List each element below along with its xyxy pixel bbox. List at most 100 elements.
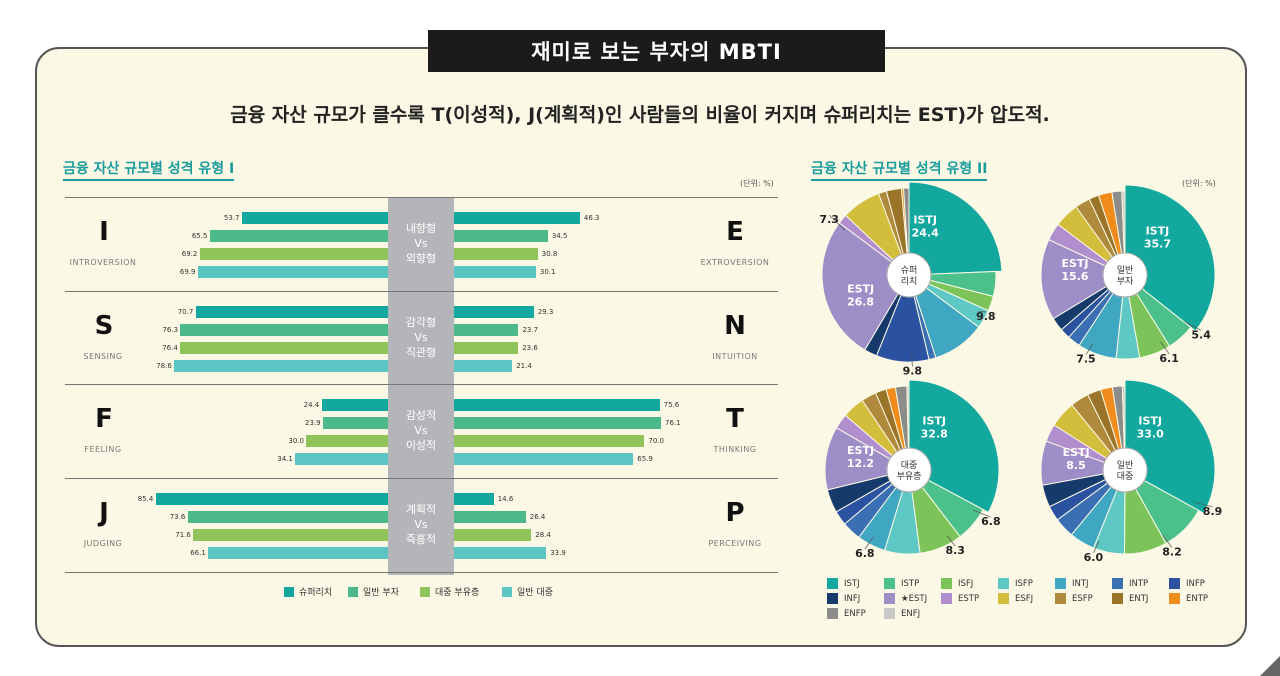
bar-left [195,305,388,318]
bar-value-right: 28.4 [535,531,551,540]
pie-center-label: 부자 [1117,276,1134,287]
right-word: PERCEIVING [708,539,762,549]
right-letter: E [726,217,744,247]
pie-leader-line [1085,343,1094,355]
vs-column [388,197,454,575]
pie-leader-line [1193,501,1213,508]
vs-label-line: 즉흥적 [405,533,437,547]
pie-inner-label: 33.0 [1137,427,1164,440]
bar-value-left: 69.9 [179,268,196,276]
bar-value-right: 29.3 [537,307,554,316]
bar-left [241,212,388,224]
pie-inner-label: 32.8 [921,427,948,440]
pie-inner-label: ISTJ [1138,414,1162,427]
bar-value-right: 30.1 [539,268,556,276]
bar-right [454,212,580,224]
pie-legend-swatch [827,593,838,604]
legend-swatch [348,586,358,597]
pie-legend-item: INFP [1169,578,1205,589]
bar-right [454,248,538,260]
legend-label: 일반 부자 [363,588,399,598]
pie-leader-line [828,214,846,231]
pie-leader-line [1184,321,1202,331]
bar-value-left: 78.6 [156,361,172,370]
pie-legend-swatch [1169,593,1180,604]
pie-legend-label: ESTP [958,593,980,604]
pie-center-label: 일반 [1117,265,1134,276]
legend-swatch [420,586,430,597]
legend-label: 슈퍼리치 [299,588,333,598]
left-word: JUDGING [83,539,123,549]
legend-item: 일반 대중 [502,585,553,598]
bar-value-left: 69.2 [181,250,198,258]
bar-right [454,511,526,524]
pie-center-label: 리치 [901,275,918,287]
right-letter: P [725,498,745,529]
pie-legend-item: ISFP [998,578,1033,589]
vs-label-line: Vs [414,424,428,438]
pie-center [886,447,932,493]
vs-label-line: Vs [414,518,428,532]
vs-label: 계획적 Vs 즉흥적 [388,502,454,547]
right-word: THINKING [713,445,757,455]
pie-inner-label: 35.7 [1144,237,1171,250]
pie-legend-item: ENTJ [1112,593,1148,604]
pie-inner-label: 12.2 [847,457,874,470]
left-letter: S [94,310,114,341]
bar-value-left: 76.3 [162,325,179,334]
pie-inner-label: 15.6 [1061,270,1088,283]
chart1-unit: (단위: %) [740,179,774,188]
bar-value-left: 66.1 [190,549,206,558]
bar-left [174,359,388,372]
bar-right [454,305,534,318]
bar-value-left: 23.9 [304,419,321,428]
pie-center-label: 슈퍼 [901,265,918,276]
bar-value-right: 14.6 [497,495,514,504]
bar-left [321,399,388,412]
right-letter: T [726,404,744,435]
bar-left [306,435,388,448]
pie-legend-label: ESFJ [1015,593,1034,604]
pie-legend-item: ★ESTJ [884,593,927,604]
pie-legend-label: INTJ [1072,578,1089,589]
pie-legend-item: ISFJ [941,578,973,589]
pie-leader-line [972,509,992,518]
bar-left [199,248,388,260]
pie-legend-swatch [1112,578,1123,589]
pie-value-label: 8.9 [1203,505,1223,518]
vs-label: 감성적 Vs 이성적 [388,408,454,453]
bar-value-left: 85.4 [137,495,154,504]
pie-center-label: 부유층 [897,471,922,482]
pie-legend-item: ENFJ [884,608,920,619]
pie-value-label: 6.0 [1084,551,1104,564]
bar-value-right: 75.6 [663,401,680,410]
bar-value-right: 30.8 [541,250,558,258]
vs-label-line: 내향형 [405,222,437,235]
pie-legend-label: ESFP [1072,593,1093,604]
bar-right [454,493,494,506]
legend-item: 일반 부자 [348,585,399,598]
bar-right [454,547,547,560]
bar-value-left: 24.4 [303,401,320,410]
pie-inner-label: 24.4 [912,226,939,239]
legend-swatch [284,586,294,597]
pie-legend-label: ENTJ [1129,593,1149,604]
divider-line [65,197,778,198]
left-letter: I [99,217,109,247]
bar-value-left: 76.4 [162,343,178,352]
pie-value-label: 6.8 [981,515,1001,528]
pie-leader-line [946,535,956,547]
bar-left [197,266,388,278]
bar-right [454,341,519,354]
pie-legend-swatch [1112,593,1123,604]
pie-value-label: 9.8 [903,365,923,378]
bar-value-right: 26.4 [529,513,546,522]
bar-value-right: 21.4 [516,361,532,370]
bar-value-right: 65.9 [637,455,653,464]
bar-value-right: 70.0 [648,437,664,446]
subtitle: 금융 자산 규모가 클수록 T(이성적), J(계획적)인 사람들의 비율이 커… [230,104,1050,126]
vs-label: 내향형 Vs 외향형 [388,221,454,266]
bar-value-left: 71.6 [175,531,191,540]
bar-left [208,547,388,560]
